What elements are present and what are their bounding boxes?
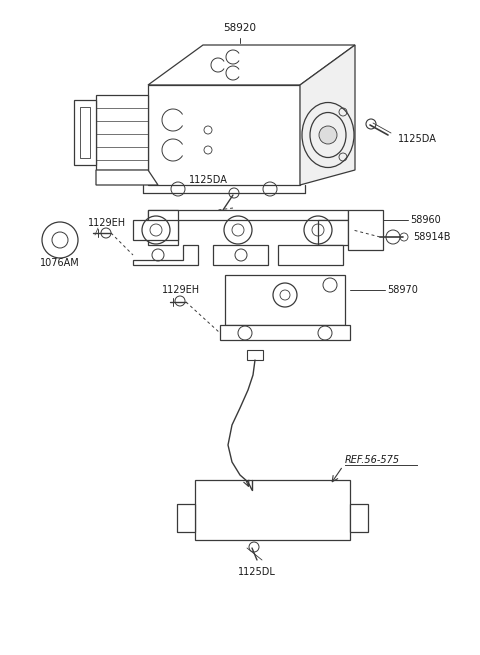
Polygon shape xyxy=(220,325,350,340)
Text: 1129EH: 1129EH xyxy=(162,285,200,295)
Polygon shape xyxy=(133,245,198,265)
Text: 1076AM: 1076AM xyxy=(40,258,80,268)
Polygon shape xyxy=(133,220,178,240)
Text: 1129EH: 1129EH xyxy=(88,218,126,228)
Polygon shape xyxy=(213,245,268,265)
Polygon shape xyxy=(148,210,178,245)
Bar xyxy=(80,107,90,158)
Text: 58960: 58960 xyxy=(410,215,441,225)
Bar xyxy=(247,350,263,360)
Circle shape xyxy=(319,126,337,144)
Polygon shape xyxy=(348,210,383,250)
Polygon shape xyxy=(148,210,348,220)
Text: REF.56-575: REF.56-575 xyxy=(345,455,400,465)
Text: 1125DL: 1125DL xyxy=(238,567,276,577)
Polygon shape xyxy=(96,95,148,170)
Polygon shape xyxy=(278,245,343,265)
Polygon shape xyxy=(318,220,348,245)
Bar xyxy=(350,504,368,532)
Bar xyxy=(195,480,350,540)
Polygon shape xyxy=(96,170,158,185)
Text: 1125DA: 1125DA xyxy=(398,134,437,144)
Text: 58970: 58970 xyxy=(387,285,418,295)
Text: 58914B: 58914B xyxy=(413,232,451,242)
Polygon shape xyxy=(225,275,345,325)
Bar xyxy=(177,504,195,532)
Polygon shape xyxy=(300,45,355,185)
Polygon shape xyxy=(148,85,300,185)
Text: 1125DA: 1125DA xyxy=(189,175,228,185)
Polygon shape xyxy=(148,45,355,85)
Bar xyxy=(177,504,195,532)
Bar xyxy=(74,100,96,165)
Text: 58920: 58920 xyxy=(224,23,256,33)
